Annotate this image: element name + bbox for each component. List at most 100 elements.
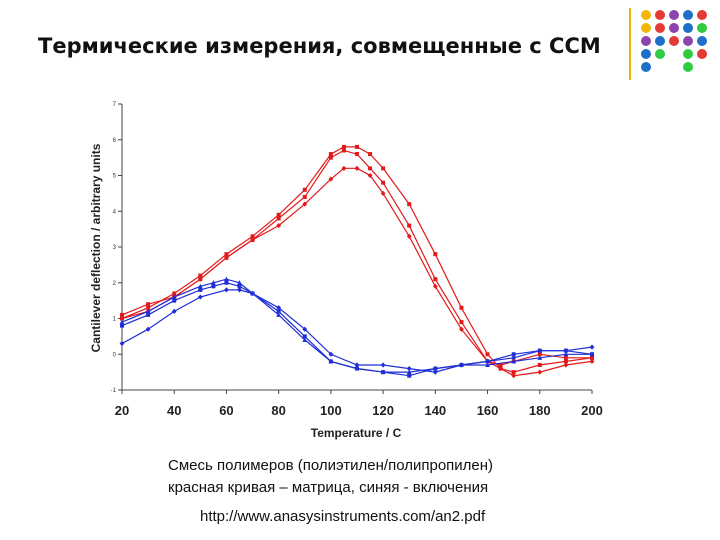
data-point — [237, 280, 242, 285]
data-point — [381, 166, 386, 171]
source-url[interactable]: http://www.anasysinstruments.com/an2.pdf — [200, 508, 486, 525]
data-point — [328, 176, 334, 182]
x-tick-label: 200 — [581, 403, 603, 418]
data-point — [406, 233, 412, 239]
data-point — [407, 223, 412, 228]
data-point — [250, 237, 255, 243]
data-point — [589, 344, 595, 350]
data-point — [171, 294, 177, 300]
x-tick-label: 180 — [529, 403, 551, 418]
series-6 — [119, 287, 595, 375]
data-point — [380, 369, 386, 375]
data-point — [381, 180, 386, 185]
data-point — [589, 358, 595, 364]
data-point — [224, 276, 229, 282]
series-2 — [120, 148, 594, 367]
data-point — [119, 319, 125, 325]
data-point — [432, 283, 438, 289]
data-point — [328, 351, 334, 357]
data-point — [197, 283, 203, 289]
decorative-dot — [641, 23, 651, 33]
decorative-dot — [655, 23, 665, 33]
x-tick-label: 120 — [372, 403, 394, 418]
data-point — [368, 166, 373, 171]
data-point — [172, 298, 177, 303]
decorative-dot — [641, 36, 651, 46]
decorative-dot — [683, 62, 693, 72]
decorative-dot — [697, 49, 707, 59]
data-point — [224, 280, 229, 285]
data-point — [237, 287, 242, 293]
data-point — [355, 152, 359, 157]
decorative-dot — [669, 36, 679, 46]
data-point — [341, 144, 346, 149]
data-point — [210, 280, 216, 285]
series-1 — [120, 144, 594, 375]
data-point — [459, 362, 464, 368]
data-point — [302, 326, 308, 332]
series-line — [121, 167, 593, 377]
caption-line-2: красная кривая – матрица, синяя - включе… — [168, 479, 489, 496]
data-point — [197, 294, 203, 300]
series-line — [121, 289, 593, 373]
data-point — [120, 312, 124, 317]
data-point — [537, 352, 542, 357]
data-point — [368, 152, 373, 157]
data-point — [485, 352, 490, 357]
data-point — [354, 365, 360, 371]
series-line — [121, 282, 593, 377]
data-point — [302, 187, 307, 192]
decorative-dot-grid — [641, 10, 713, 76]
chart-axes: -1 0 1 2 3 4 5 6 7 20 40 60 80 100 120 140 160 180 200 — [111, 102, 603, 418]
data-point — [511, 370, 516, 375]
data-point — [511, 355, 517, 361]
y-tick-label: 2 — [113, 281, 117, 287]
data-point — [276, 309, 281, 314]
data-point — [563, 362, 569, 368]
data-point — [276, 212, 281, 217]
data-point — [407, 202, 412, 207]
x-axis-label: Temperature / C — [311, 426, 402, 440]
data-point — [276, 312, 282, 317]
decorative-dot — [641, 62, 651, 72]
y-tick-label: 1 — [113, 317, 117, 323]
series-line — [121, 149, 592, 366]
decorative-dot — [697, 10, 707, 20]
x-tick-label: 160 — [477, 403, 499, 418]
data-point — [563, 348, 569, 354]
y-tick-label: 3 — [113, 245, 117, 251]
data-point — [485, 362, 490, 367]
data-point — [432, 365, 438, 371]
x-tick-label: 100 — [320, 403, 342, 418]
slide-title: Термические измерения, совмещенные с ССМ — [38, 34, 601, 58]
data-point — [432, 369, 438, 375]
data-point — [224, 252, 229, 257]
x-tick-label: 80 — [271, 403, 285, 418]
data-point — [302, 337, 308, 342]
y-tick-label: 7 — [113, 102, 117, 108]
data-point — [354, 362, 360, 368]
data-point — [276, 216, 281, 221]
data-point — [146, 302, 151, 307]
series-line — [121, 146, 593, 373]
data-point — [328, 152, 333, 157]
caption-line-1: Смесь полимеров (полиэтилен/полипропилен… — [168, 457, 494, 474]
data-point — [433, 277, 438, 282]
data-point — [172, 291, 177, 296]
data-point — [145, 326, 151, 332]
data-point — [145, 308, 151, 314]
decorative-dot — [683, 49, 693, 59]
x-tick-label: 40 — [167, 403, 181, 418]
decorative-dot — [683, 23, 693, 33]
decorative-dot — [655, 36, 665, 46]
data-point — [537, 355, 543, 360]
data-point — [459, 320, 464, 325]
data-point — [406, 369, 412, 375]
series-3 — [119, 165, 595, 379]
decorative-dot — [697, 36, 707, 46]
data-point — [328, 358, 334, 364]
data-point — [119, 340, 125, 347]
y-tick-label: 5 — [113, 174, 117, 180]
data-point — [511, 358, 517, 364]
data-point — [407, 373, 412, 378]
